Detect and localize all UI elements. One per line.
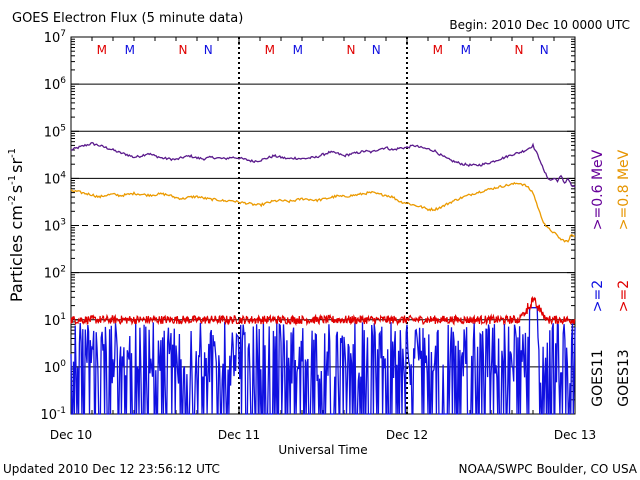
series-ge0.8mev <box>70 181 576 243</box>
right-legend: >=0.6 MeV >=0.8 MeV >=2 >=2 GOES11 GOES13 <box>590 149 632 406</box>
y-tick-label-6: 101 <box>44 312 66 329</box>
mn-marker-2: N <box>179 43 188 57</box>
x-tick-label-2: Dec 12 <box>386 428 428 442</box>
y-axis-label: Particles cm-2s-1sr-1 <box>7 148 26 302</box>
series-line-ge0.6mev <box>70 141 576 188</box>
mn-marker-9: M <box>461 43 471 57</box>
series-ge0.6mev <box>70 141 576 188</box>
credit-label: NOAA/SWPC Boulder, CO USA <box>459 462 638 476</box>
y-tick-label-5: 102 <box>44 265 66 282</box>
mn-marker-11: N <box>540 43 549 57</box>
legend-entry-5: GOES13 <box>616 349 632 406</box>
begin-label: Begin: 2010 Dec 10 0000 UTC <box>449 18 630 32</box>
y-tick-label-4: 103 <box>44 218 66 235</box>
mn-marker-7: N <box>372 43 381 57</box>
horizontal-gridlines <box>71 83 575 368</box>
x-tick-label-0: Dec 10 <box>50 428 92 442</box>
x-tick-labels: Dec 10 Dec 11 Dec 12 Dec 13 <box>50 428 596 442</box>
mn-marker-3: N <box>204 43 213 57</box>
y-tick-label-3: 104 <box>44 170 67 187</box>
series-line-goes11-ge2mev <box>70 307 576 415</box>
y-tick-label-7: 100 <box>44 359 67 376</box>
series-goes13-ge2mev <box>70 295 576 327</box>
legend-entry-0: >=0.6 MeV <box>590 149 606 230</box>
series-goes11-ge2mev <box>70 307 576 415</box>
x-axis-label: Universal Time <box>278 443 367 457</box>
updated-label: Updated 2010 Dec 12 23:56:12 UTC <box>3 462 220 476</box>
chart-title: GOES Electron Flux (5 minute data) <box>12 11 243 26</box>
series-line-goes13-ge2mev <box>70 295 576 327</box>
mn-marker-6: N <box>347 43 356 57</box>
mn-marker-0: M <box>97 43 107 57</box>
x-tick-label-3: Dec 13 <box>554 428 596 442</box>
y-tick-label-1: 106 <box>44 76 67 93</box>
legend-entry-4: GOES11 <box>590 349 606 406</box>
y-tick-label-2: 105 <box>44 123 66 140</box>
y-tick-labels: 107 106 105 104 103 102 101 100 10-1 <box>40 29 66 423</box>
mn-marker-4: M <box>265 43 275 57</box>
x-tick-label-1: Dec 11 <box>218 428 260 442</box>
mn-marker-5: M <box>293 43 303 57</box>
y-tick-label-0: 107 <box>44 29 66 46</box>
series-line-ge0.8mev <box>70 181 576 243</box>
mn-marker-8: M <box>433 43 443 57</box>
y-tick-label-8: 10-1 <box>40 406 66 423</box>
legend-entry-2: >=2 <box>590 280 606 312</box>
mn-marker-1: M <box>125 43 135 57</box>
legend-entry-1: >=0.8 MeV <box>616 149 632 230</box>
legend-entry-3: >=2 <box>616 280 632 312</box>
mn-marker-10: N <box>515 43 524 57</box>
